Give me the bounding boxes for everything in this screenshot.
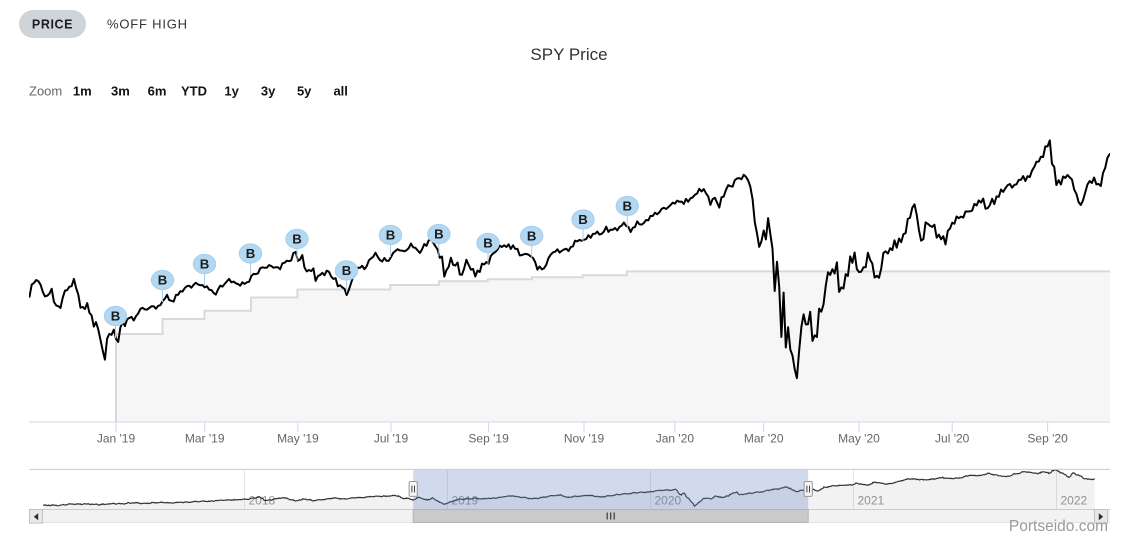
svg-text:B: B: [111, 309, 121, 324]
svg-text:3y: 3y: [261, 84, 276, 99]
svg-text:B: B: [434, 227, 444, 242]
svg-text:SPY Price: SPY Price: [530, 45, 607, 64]
svg-text:all: all: [333, 84, 347, 99]
svg-text:B: B: [527, 229, 537, 244]
svg-text:1y: 1y: [224, 84, 239, 99]
svg-text:Jan '19: Jan '19: [97, 432, 136, 446]
svg-text:2018: 2018: [249, 494, 276, 508]
svg-text:PRICE: PRICE: [32, 18, 73, 32]
svg-text:B: B: [342, 263, 352, 278]
svg-text:B: B: [200, 257, 210, 272]
svg-text:Jul '19: Jul '19: [374, 432, 409, 446]
svg-text:Nov '19: Nov '19: [564, 432, 605, 446]
svg-text:Jul '20: Jul '20: [935, 432, 970, 446]
svg-text:5y: 5y: [297, 84, 312, 99]
svg-text:May '20: May '20: [838, 432, 880, 446]
svg-text:2019: 2019: [452, 494, 479, 508]
svg-text:May '19: May '19: [277, 432, 319, 446]
svg-text:B: B: [386, 228, 396, 243]
svg-text:B: B: [483, 236, 493, 251]
svg-text:B: B: [158, 273, 168, 288]
svg-text:Portseido.com: Portseido.com: [1009, 518, 1108, 535]
svg-text:Mar '19: Mar '19: [185, 432, 225, 446]
svg-text:Sep '20: Sep '20: [1027, 432, 1068, 446]
svg-text:2021: 2021: [858, 494, 885, 508]
svg-text:B: B: [578, 212, 588, 227]
svg-text:2022: 2022: [1061, 494, 1088, 508]
svg-text:B: B: [623, 199, 633, 214]
svg-text:6m: 6m: [148, 84, 167, 99]
svg-text:YTD: YTD: [181, 84, 207, 99]
svg-text:1m: 1m: [73, 84, 92, 99]
svg-text:B: B: [246, 246, 256, 261]
svg-text:Sep '19: Sep '19: [468, 432, 509, 446]
svg-text:3m: 3m: [111, 84, 130, 99]
svg-text:Zoom: Zoom: [29, 84, 62, 99]
svg-text:%OFF HIGH: %OFF HIGH: [107, 17, 188, 32]
svg-text:Mar '20: Mar '20: [744, 432, 784, 446]
svg-text:2020: 2020: [655, 494, 682, 508]
svg-text:Jan '20: Jan '20: [656, 432, 695, 446]
svg-text:B: B: [292, 232, 302, 247]
